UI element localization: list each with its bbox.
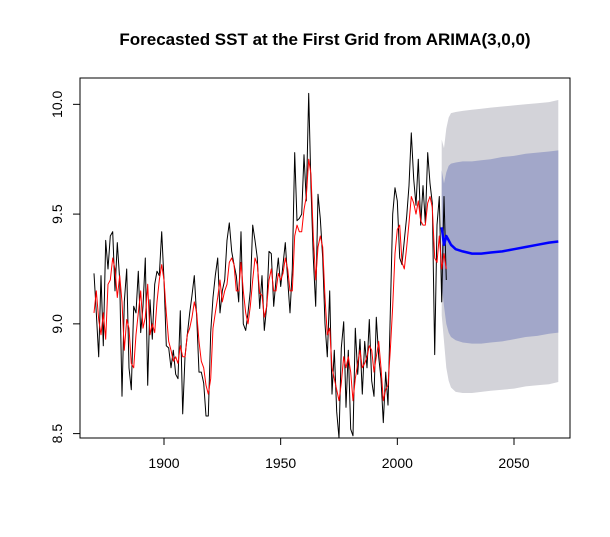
forecast-mean-line	[440, 227, 559, 255]
chart-title: Forecasted SST at the First Grid from AR…	[119, 30, 531, 49]
forecast-80-band	[441, 150, 559, 344]
x-tick-label: 1900	[148, 455, 179, 471]
x-tick-label: 1950	[265, 455, 296, 471]
x-tick-label: 2050	[498, 455, 529, 471]
y-tick-label: 10.0	[49, 91, 65, 118]
y-tick-label: 9.0	[49, 314, 65, 334]
y-tick-label: 8.5	[49, 424, 65, 444]
fitted-series-line	[93, 158, 447, 402]
observed-series-line	[93, 92, 447, 439]
y-tick-label: 9.5	[49, 204, 65, 224]
x-tick-label: 2000	[382, 455, 413, 471]
